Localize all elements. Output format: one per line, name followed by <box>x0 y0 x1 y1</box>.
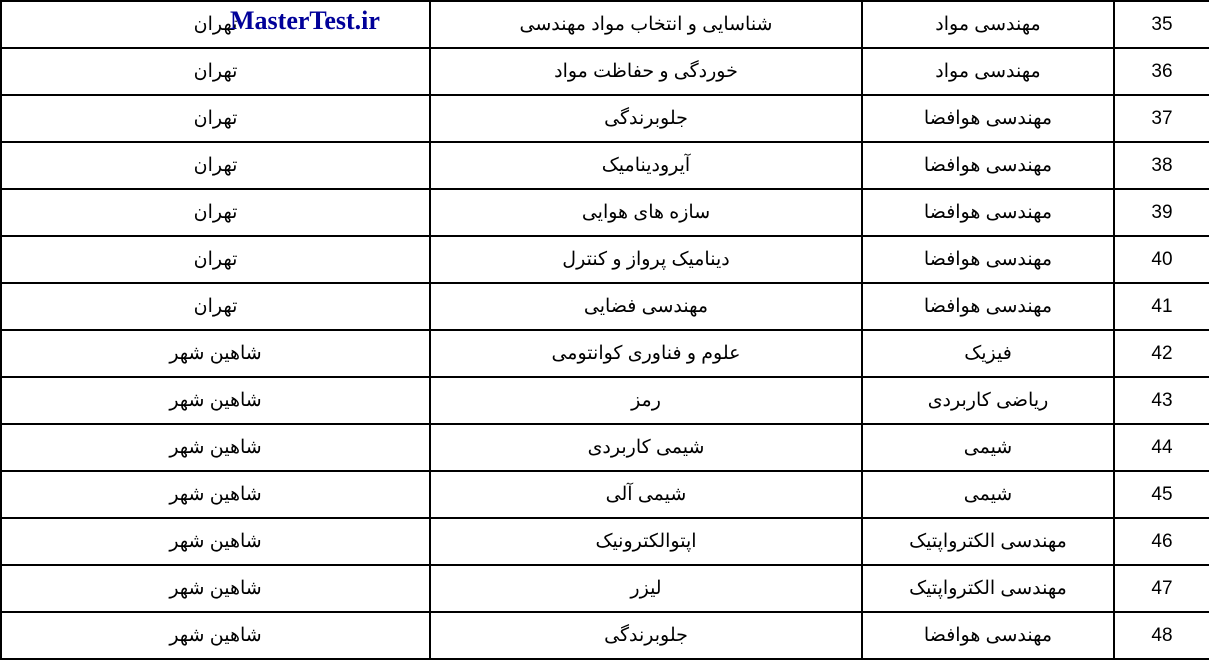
cell-number: 35 <box>1114 1 1209 48</box>
cell-number: 47 <box>1114 565 1209 612</box>
cell-major: مهندسی هوافضا <box>862 95 1114 142</box>
cell-city: تهران <box>1 1 430 48</box>
cell-number: 41 <box>1114 283 1209 330</box>
cell-city: تهران <box>1 142 430 189</box>
cell-field: جلوبرندگی <box>430 95 862 142</box>
cell-major: مهندسی مواد <box>862 1 1114 48</box>
cell-city: تهران <box>1 95 430 142</box>
cell-field: شناسایی و انتخاب مواد مهندسی <box>430 1 862 48</box>
table-row: شاهین شهر اپتوالکترونیک مهندسی الکترواپت… <box>1 518 1209 565</box>
cell-major: مهندسی مواد <box>862 48 1114 95</box>
cell-major: مهندسی الکترواپتیک <box>862 565 1114 612</box>
cell-major: شیمی <box>862 424 1114 471</box>
cell-city: شاهین شهر <box>1 565 430 612</box>
cell-city: شاهین شهر <box>1 377 430 424</box>
table-row: شاهین شهر شیمی کاربردی شیمی 44 <box>1 424 1209 471</box>
cell-number: 38 <box>1114 142 1209 189</box>
cell-major: مهندسی هوافضا <box>862 142 1114 189</box>
table-row: تهران دینامیک پرواز و کنترل مهندسی هوافض… <box>1 236 1209 283</box>
table-row: تهران شناسایی و انتخاب مواد مهندسی مهندس… <box>1 1 1209 48</box>
table-row: شاهین شهر شیمی آلی شیمی 45 <box>1 471 1209 518</box>
cell-field: آیرودینامیک <box>430 142 862 189</box>
cell-number: 44 <box>1114 424 1209 471</box>
cell-city: تهران <box>1 236 430 283</box>
cell-city: تهران <box>1 283 430 330</box>
cell-city: شاهین شهر <box>1 518 430 565</box>
cell-city: شاهین شهر <box>1 612 430 659</box>
cell-field: دینامیک پرواز و کنترل <box>430 236 862 283</box>
cell-city: شاهین شهر <box>1 424 430 471</box>
cell-city: تهران <box>1 189 430 236</box>
cell-field: خوردگی و حفاظت مواد <box>430 48 862 95</box>
cell-number: 46 <box>1114 518 1209 565</box>
cell-number: 36 <box>1114 48 1209 95</box>
cell-major: شیمی <box>862 471 1114 518</box>
cell-major: فیزیک <box>862 330 1114 377</box>
cell-field: رمز <box>430 377 862 424</box>
table-row: تهران جلوبرندگی مهندسی هوافضا 37 <box>1 95 1209 142</box>
cell-field: جلوبرندگی <box>430 612 862 659</box>
cell-number: 39 <box>1114 189 1209 236</box>
table-row: شاهین شهر لیزر مهندسی الکترواپتیک 47 <box>1 565 1209 612</box>
cell-city: تهران <box>1 48 430 95</box>
cell-number: 48 <box>1114 612 1209 659</box>
cell-major: مهندسی هوافضا <box>862 612 1114 659</box>
table-row: تهران آیرودینامیک مهندسی هوافضا 38 <box>1 142 1209 189</box>
table-row: تهران خوردگی و حفاظت مواد مهندسی مواد 36 <box>1 48 1209 95</box>
cell-field: اپتوالکترونیک <box>430 518 862 565</box>
table-row: شاهین شهر رمز ریاضی کاربردی 43 <box>1 377 1209 424</box>
table-row: شاهین شهر علوم و فناوری کوانتومی فیزیک 4… <box>1 330 1209 377</box>
table-row: تهران مهندسی فضایی مهندسی هوافضا 41 <box>1 283 1209 330</box>
cell-field: شیمی کاربردی <box>430 424 862 471</box>
cell-major: ریاضی کاربردی <box>862 377 1114 424</box>
cell-field: لیزر <box>430 565 862 612</box>
cell-city: شاهین شهر <box>1 471 430 518</box>
cell-major: مهندسی هوافضا <box>862 236 1114 283</box>
cell-number: 42 <box>1114 330 1209 377</box>
cell-field: شیمی آلی <box>430 471 862 518</box>
table-row: شاهین شهر جلوبرندگی مهندسی هوافضا 48 <box>1 612 1209 659</box>
cell-field: مهندسی فضایی <box>430 283 862 330</box>
cell-major: مهندسی الکترواپتیک <box>862 518 1114 565</box>
cell-number: 40 <box>1114 236 1209 283</box>
cell-number: 37 <box>1114 95 1209 142</box>
programs-table: تهران شناسایی و انتخاب مواد مهندسی مهندس… <box>0 0 1209 660</box>
cell-field: علوم و فناوری کوانتومی <box>430 330 862 377</box>
cell-major: مهندسی هوافضا <box>862 189 1114 236</box>
cell-major: مهندسی هوافضا <box>862 283 1114 330</box>
table-row: تهران سازه های هوایی مهندسی هوافضا 39 <box>1 189 1209 236</box>
cell-number: 43 <box>1114 377 1209 424</box>
cell-number: 45 <box>1114 471 1209 518</box>
table-body: تهران شناسایی و انتخاب مواد مهندسی مهندس… <box>1 1 1209 659</box>
cell-city: شاهین شهر <box>1 330 430 377</box>
cell-field: سازه های هوایی <box>430 189 862 236</box>
